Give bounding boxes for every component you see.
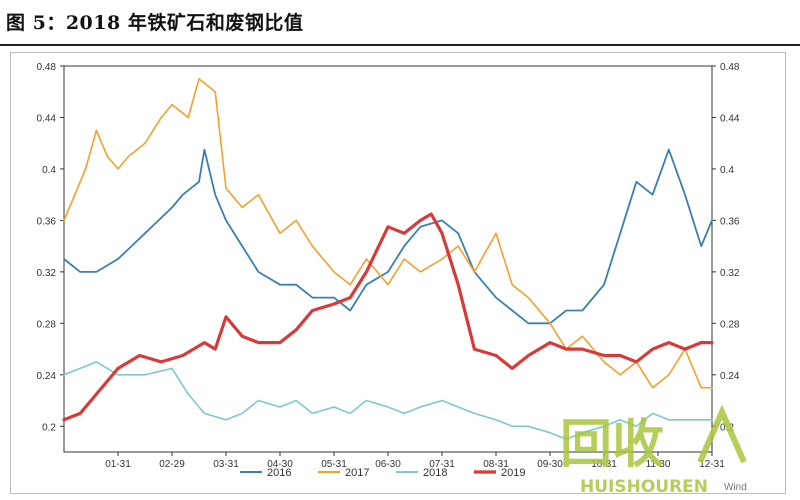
watermark-mark-icon (697, 404, 747, 464)
x-tick-label: 04-30 (267, 459, 293, 470)
x-tick-label: 03-31 (213, 459, 239, 470)
y-right-tick-label: 0.48 (720, 62, 740, 73)
series-line-2018 (63, 361, 713, 440)
series-line-2019 (62, 212, 714, 422)
plot-area (63, 65, 713, 453)
y-left-tick-label: 0.28 (37, 319, 57, 330)
x-tick-label: 09-30 (537, 459, 563, 470)
y-axis-right: 0.20.240.280.320.360.40.440.48 (712, 62, 740, 433)
legend-label-2019: 2019 (501, 467, 525, 479)
x-tick-label: 01-31 (105, 459, 131, 470)
legend-label-2018: 2018 (423, 467, 447, 479)
y-right-tick-label: 0.32 (720, 268, 740, 279)
series-line-2016 (63, 148, 713, 325)
y-left-tick-label: 0.32 (37, 268, 57, 279)
x-tick-label: 10-31 (591, 459, 617, 470)
y-right-tick-label: 0.24 (720, 371, 740, 382)
plot-border (63, 65, 713, 453)
watermark-source-text: Wind (724, 482, 747, 493)
x-tick-label: 11-30 (646, 459, 671, 470)
legend-label-2017: 2017 (345, 467, 369, 479)
x-tick-label: 12-31 (699, 459, 725, 470)
x-tick-label: 02-29 (159, 459, 185, 470)
y-axis-left: 0.2 0.24 0.28 0.32 0.36 0.4 0.44 0.48 (37, 62, 64, 433)
y-left-tick-label: 0.48 (37, 62, 57, 73)
y-right-tick-label: 0.28 (720, 319, 740, 330)
x-tick-label: 05-31 (321, 459, 347, 470)
x-tick-label: 06-30 (375, 459, 401, 470)
chart-frame (10, 52, 786, 494)
y-right-tick-label: 0.4 (720, 165, 734, 176)
x-axis: 01-31 02-29 03-31 04-30 05-31 06-30 07-31 08-31… (105, 452, 725, 470)
y-left-tick-label: 0.44 (37, 113, 57, 124)
watermark-main-text: 回收 (560, 415, 664, 475)
y-left-tick-label: 0.36 (37, 216, 57, 227)
series-line-2017 (63, 78, 713, 389)
legend-label-2016: 2016 (267, 467, 291, 479)
figure-title: 图 5：2018 年铁矿石和废钢比值 (6, 12, 304, 34)
y-left-tick-label: 0.4 (42, 165, 56, 176)
y-right-tick-label: 0.44 (720, 113, 740, 124)
x-tick-label: 07-31 (429, 459, 455, 470)
watermark-sub-text: HUISHOUREN (580, 477, 708, 497)
x-tick-label: 08-31 (483, 459, 509, 470)
title-divider (0, 44, 800, 46)
series-lines (62, 78, 714, 440)
y-left-tick-label: 0.24 (37, 371, 57, 382)
chart-legend: 2016 2017 2018 2019 (240, 467, 525, 479)
y-left-tick-label: 0.2 (42, 422, 56, 433)
y-right-tick-label: 0.36 (720, 216, 740, 227)
